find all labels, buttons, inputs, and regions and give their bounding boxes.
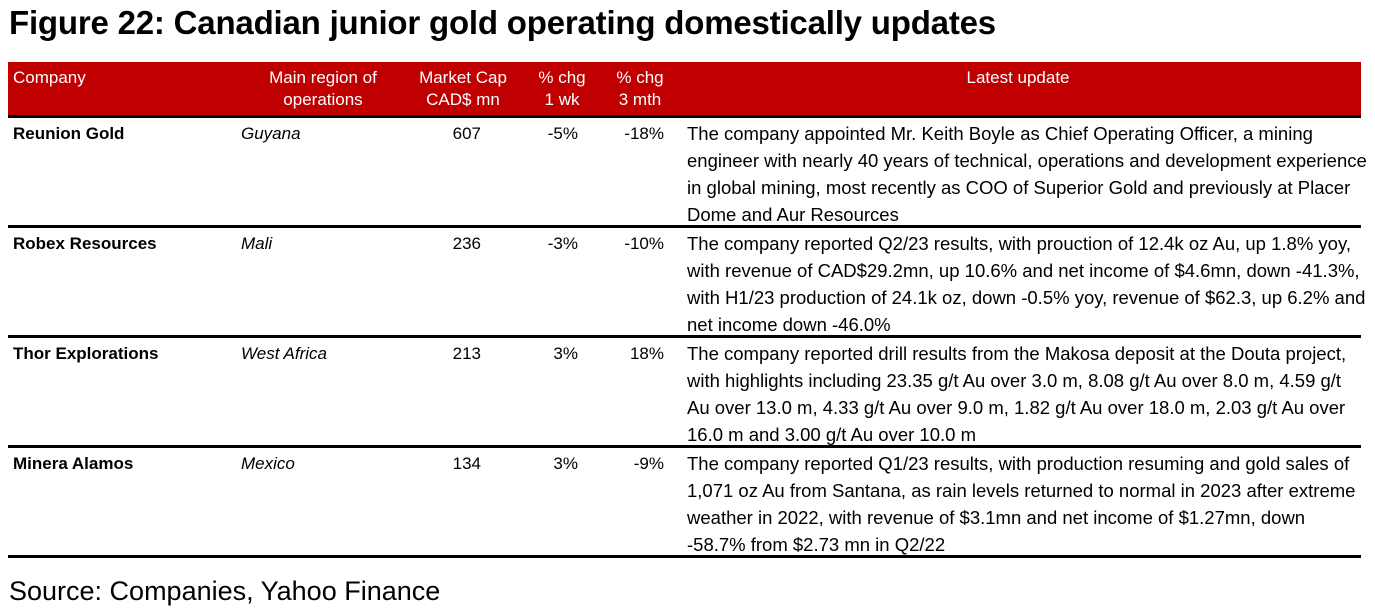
cell-chg-1wk: -3% <box>547 234 578 253</box>
cell-chg-3mth: -9% <box>633 454 664 473</box>
cell-latest-update: The company appointed Mr. Keith Boyle as… <box>687 123 1367 225</box>
cell-latest-update: The company reported Q1/23 results, with… <box>687 453 1356 555</box>
cell-region: Mali <box>241 234 273 253</box>
header-market-cap: Market Cap CAD$ mn <box>408 67 518 111</box>
cell-company: Reunion Gold <box>13 124 125 143</box>
table-row: Reunion Gold Guyana 607 -5% -18% The com… <box>8 118 1367 228</box>
table-header: Company Main region of operations Market… <box>8 62 1361 118</box>
cell-latest-update: The company reported Q2/23 results, with… <box>687 233 1366 335</box>
header-company: Company <box>13 68 86 87</box>
cell-chg-3mth: 18% <box>629 344 664 363</box>
cell-market-cap: 134 <box>452 454 481 473</box>
header-latest-update: Latest update <box>966 68 1070 87</box>
cell-market-cap: 213 <box>452 344 481 363</box>
cell-chg-1wk: 3% <box>553 454 578 473</box>
cell-company: Minera Alamos <box>13 454 134 473</box>
header-chg3-line2: 3 mth <box>618 90 662 109</box>
table-row: Robex Resources Mali 236 -3% -10% The co… <box>8 228 1365 338</box>
header-mcap-line2: CAD$ mn <box>426 90 500 109</box>
cell-chg-1wk: 3% <box>553 344 578 363</box>
header-chg1-line1: % chg <box>538 68 586 87</box>
table-row: Thor Explorations West Africa 213 3% 18%… <box>8 338 1361 448</box>
updates-table: Company Main region of operations Market… <box>8 62 1367 558</box>
header-region: Main region of operations <box>243 67 403 111</box>
header-chg-1wk: % chg 1 wk <box>530 67 594 111</box>
source-note: Source: Companies, Yahoo Finance <box>9 576 441 606</box>
table-row: Minera Alamos Mexico 134 3% -9% The comp… <box>8 448 1361 558</box>
header-region-line1: Main region of <box>269 68 377 87</box>
header-chg1-line2: 1 wk <box>544 90 580 109</box>
header-chg-3mth: % chg 3 mth <box>608 67 672 111</box>
cell-region: Guyana <box>241 124 301 143</box>
cell-chg-3mth: -18% <box>624 124 664 143</box>
cell-company: Robex Resources <box>13 234 157 253</box>
header-mcap-line1: Market Cap <box>419 68 507 87</box>
cell-chg-1wk: -5% <box>547 124 578 143</box>
cell-market-cap: 607 <box>452 124 481 143</box>
cell-latest-update: The company reported drill results from … <box>687 343 1347 445</box>
cell-region: Mexico <box>241 454 295 473</box>
figure-title: Figure 22: Canadian junior gold operatin… <box>9 4 996 41</box>
header-region-line2: operations <box>283 90 363 109</box>
header-chg3-line1: % chg <box>616 68 664 87</box>
cell-company: Thor Explorations <box>13 344 159 363</box>
cell-chg-3mth: -10% <box>624 234 664 253</box>
cell-market-cap: 236 <box>452 234 481 253</box>
cell-region: West Africa <box>241 344 327 363</box>
